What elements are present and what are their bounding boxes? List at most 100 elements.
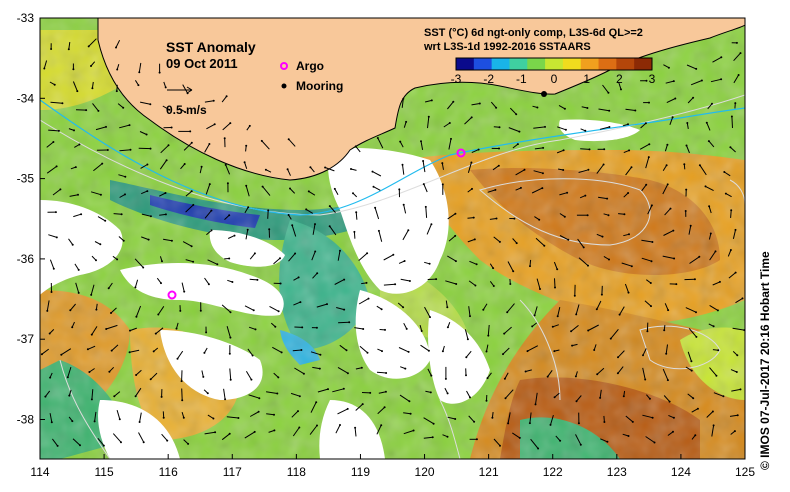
lon-tick-label: 125	[735, 465, 755, 479]
velocity-arrow-head	[674, 97, 677, 100]
velocity-arrow-head	[124, 193, 126, 196]
velocity-arrow-head	[399, 140, 402, 143]
velocity-arrow	[663, 64, 670, 69]
velocity-arrow	[337, 366, 349, 374]
velocity-arrow-head	[469, 315, 471, 318]
velocity-arrow-head	[68, 394, 71, 397]
velocity-arrow	[596, 300, 602, 310]
velocity-arrow	[329, 205, 336, 214]
velocity-arrow-head	[120, 441, 122, 444]
velocity-arrow-head	[147, 238, 150, 241]
velocity-arrow-head	[601, 235, 604, 238]
velocity-arrow	[68, 238, 74, 245]
velocity-arrow	[91, 326, 98, 335]
velocity-arrow-head	[450, 137, 452, 140]
velocity-arrow-head	[79, 444, 81, 447]
velocity-arrow-head	[254, 328, 257, 331]
velocity-arrow	[245, 370, 252, 380]
velocity-arrow-head	[228, 214, 231, 217]
velocity-arrow	[533, 126, 546, 129]
velocity-arrow	[88, 38, 97, 47]
velocity-arrow	[709, 304, 719, 311]
velocity-arrow	[503, 326, 512, 334]
velocity-arrow	[665, 344, 668, 354]
velocity-arrow	[619, 306, 625, 315]
velocity-arrow-head	[99, 243, 102, 246]
velocity-arrow	[441, 163, 444, 170]
velocity-arrow-head	[53, 83, 56, 86]
velocity-arrow-head	[381, 350, 383, 353]
velocity-arrow	[290, 392, 300, 397]
velocity-arrow-head	[665, 164, 668, 167]
velocity-arrow-head	[711, 102, 713, 105]
argo-float-marker	[456, 148, 466, 158]
velocity-arrow	[266, 413, 275, 416]
velocity-arrow	[69, 303, 76, 311]
colorbar-title-line1: SST (°C) 6d ngt-only comp, L3S-6d QL>=2	[424, 27, 643, 39]
velocity-arrow	[308, 190, 316, 196]
velocity-arrow-head	[531, 325, 534, 328]
velocity-arrow	[401, 98, 404, 108]
velocity-arrow-head	[577, 422, 580, 425]
colorbar-swatch	[456, 58, 475, 70]
velocity-arrow-head	[380, 308, 383, 311]
velocity-arrow-head	[470, 116, 473, 119]
velocity-arrow	[116, 409, 121, 420]
velocity-arrow-head	[48, 332, 51, 335]
velocity-arrow	[324, 167, 335, 172]
velocity-arrow-head	[455, 283, 458, 285]
velocity-arrow	[399, 394, 410, 402]
velocity-arrow-head	[210, 229, 213, 232]
velocity-arrow	[316, 303, 328, 308]
velocity-arrow	[534, 147, 544, 150]
velocity-arrow-head	[67, 48, 70, 51]
velocity-arrow	[113, 213, 122, 215]
velocity-arrow-head	[129, 329, 131, 332]
velocity-arrow-head	[712, 325, 715, 328]
velocity-arrow-head	[698, 164, 701, 167]
velocity-arrow	[506, 303, 515, 313]
velocity-arrow-head	[135, 315, 138, 318]
velocity-arrow	[731, 388, 741, 392]
velocity-arrow-head	[409, 412, 412, 415]
velocity-arrow-head	[429, 391, 432, 394]
velocity-arrow-head	[492, 285, 495, 287]
velocity-arrow-head	[229, 122, 232, 125]
velocity-arrow-head	[176, 357, 179, 360]
velocity-arrow-head	[149, 378, 152, 381]
velocity-arrow-head	[704, 185, 707, 188]
velocity-arrow-head	[542, 146, 545, 149]
velocity-arrow	[618, 213, 625, 215]
velocity-arrow-head	[714, 250, 717, 253]
velocity-arrow-head	[431, 436, 434, 439]
velocity-arrow-head	[91, 87, 94, 90]
velocity-arrow	[467, 217, 474, 219]
velocity-arrow-head	[470, 161, 473, 164]
velocity-arrow	[118, 236, 125, 242]
velocity-arrow	[466, 390, 471, 398]
lon-tick-label: 120	[415, 465, 435, 479]
velocity-arrow-head	[277, 310, 280, 313]
velocity-arrow-head	[101, 162, 104, 165]
velocity-arrow-head	[182, 416, 185, 419]
velocity-arrow-head	[134, 286, 137, 289]
velocity-arrow-head	[88, 371, 91, 373]
velocity-arrow	[512, 432, 521, 439]
velocity-arrow	[647, 205, 653, 215]
velocity-arrow	[150, 372, 158, 380]
velocity-arrow-head	[374, 206, 377, 209]
velocity-arrow-head	[253, 252, 256, 255]
velocity-arrow-head	[506, 311, 509, 314]
velocity-arrow	[403, 412, 411, 415]
velocity-arrow	[486, 344, 489, 352]
velocity-arrow-head	[608, 126, 611, 128]
velocity-arrow-head	[279, 282, 282, 285]
velocity-arrow-head	[492, 267, 495, 270]
velocity-arrow	[182, 84, 189, 94]
velocity-arrow-head	[454, 418, 457, 420]
velocity-arrow-head	[212, 99, 215, 102]
velocity-arrow	[559, 192, 568, 196]
velocity-arrow	[249, 278, 258, 281]
velocity-arrow	[336, 307, 345, 311]
velocity-arrow-head	[371, 170, 374, 173]
